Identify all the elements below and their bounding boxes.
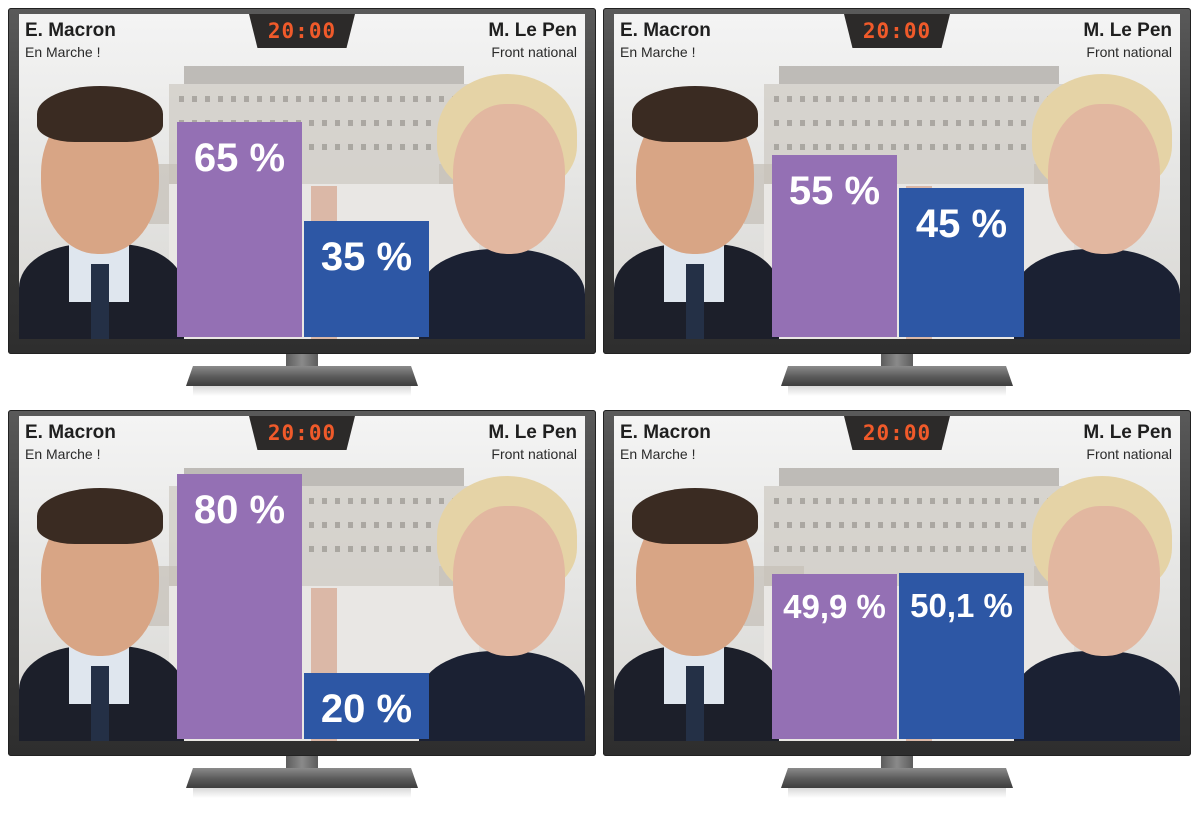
tv-stand-shadow	[788, 386, 1006, 396]
portrait-le-pen	[1014, 466, 1180, 741]
bar-value-label: 49,9 %	[783, 587, 886, 625]
tv-screen: 20:00 E. Macron En Marche ! M. Le Pen Front …	[19, 416, 585, 741]
candidate-party-right: Front national	[491, 446, 577, 462]
macron-hair	[632, 86, 758, 142]
portrait-le-pen	[419, 64, 585, 339]
tv-stand-base	[186, 366, 418, 386]
candidate-name-right: M. Le Pen	[1083, 422, 1172, 443]
bar-value-label: 55 %	[788, 168, 881, 213]
bar-value-label: 20 %	[320, 686, 413, 731]
macron-tie	[91, 666, 109, 741]
portrait-le-pen	[1014, 64, 1180, 339]
macron-hair	[37, 86, 163, 142]
le-pen-coat	[419, 249, 585, 339]
candidate-name-left: E. Macron	[25, 422, 116, 443]
palace-windows-row	[179, 96, 469, 102]
tv-stand-shadow	[193, 386, 411, 396]
bar-macron: 55 %	[772, 154, 897, 337]
macron-hair	[37, 488, 163, 544]
le-pen-face	[1048, 506, 1160, 656]
tv-stand-neck	[286, 756, 318, 770]
bar-value-label: 80 %	[193, 488, 286, 532]
portrait-macron	[19, 466, 184, 741]
bar-le-pen: 20 %	[304, 672, 429, 739]
palace-windows-row	[179, 522, 469, 528]
le-pen-face	[1048, 104, 1160, 254]
tv-set: 20:00 E. Macron En Marche ! M. Le Pen Front …	[8, 8, 596, 408]
le-pen-face	[453, 506, 565, 656]
palace-windows-row	[774, 522, 1064, 528]
clock-banner: 20:00	[249, 14, 355, 48]
tv-stand-neck	[881, 354, 913, 368]
candidate-party-left: En Marche !	[620, 44, 696, 60]
macron-tie	[686, 264, 704, 339]
clock-time: 20:00	[267, 19, 337, 43]
le-pen-face	[453, 104, 565, 254]
tv-screen: 20:00 E. Macron En Marche ! M. Le Pen Front …	[614, 416, 1180, 741]
portrait-macron	[19, 64, 184, 339]
bar-le-pen: 50,1 %	[899, 573, 1024, 739]
candidate-name-left: E. Macron	[620, 20, 711, 41]
clock-time: 20:00	[862, 421, 932, 445]
candidate-name-left: E. Macron	[620, 422, 711, 443]
tv-set: 20:00 E. Macron En Marche ! M. Le Pen Front …	[603, 410, 1191, 810]
candidate-party-right: Front national	[491, 44, 577, 60]
tv-set: 20:00 E. Macron En Marche ! M. Le Pen Front …	[8, 410, 596, 810]
clock-banner: 20:00	[844, 14, 950, 48]
candidate-party-right: Front national	[1086, 446, 1172, 462]
tv-stand-base	[781, 366, 1013, 386]
palace-roof	[779, 468, 1059, 486]
portrait-le-pen	[419, 466, 585, 741]
portrait-macron	[614, 466, 779, 741]
clock-banner: 20:00	[844, 416, 950, 450]
bar-le-pen: 45 %	[899, 187, 1024, 337]
tv-stand-shadow	[193, 788, 411, 798]
candidate-party-left: En Marche !	[25, 446, 101, 462]
palace-roof	[779, 66, 1059, 84]
le-pen-coat	[1014, 651, 1180, 741]
bar-value-label: 35 %	[320, 235, 413, 280]
tv-stand-base	[186, 768, 418, 788]
palace-windows-row	[179, 546, 469, 552]
candidate-name-right: M. Le Pen	[488, 20, 577, 41]
tv-screen: 20:00 E. Macron En Marche ! M. Le Pen Front …	[614, 14, 1180, 339]
candidate-name-right: M. Le Pen	[488, 422, 577, 443]
tv-stand-shadow	[788, 788, 1006, 798]
macron-hair	[632, 488, 758, 544]
tv-set: 20:00 E. Macron En Marche ! M. Le Pen Front …	[603, 8, 1191, 408]
tv-stand-neck	[881, 756, 913, 770]
bar-value-label: 45 %	[915, 201, 1008, 246]
palace-windows-row	[179, 498, 469, 504]
candidate-name-left: E. Macron	[25, 20, 116, 41]
palace-windows-row	[774, 96, 1064, 102]
bar-value-label: 65 %	[193, 135, 286, 180]
palace-windows-row	[774, 498, 1064, 504]
palace-windows-row	[179, 120, 469, 126]
clock-time: 20:00	[862, 19, 932, 43]
tv-stand-neck	[286, 354, 318, 368]
candidate-party-left: En Marche !	[620, 446, 696, 462]
palace-roof	[184, 66, 464, 84]
palace-windows-row	[774, 120, 1064, 126]
macron-tie	[91, 264, 109, 339]
tv-screen: 20:00 E. Macron En Marche ! M. Le Pen Front …	[19, 14, 585, 339]
clock-time: 20:00	[267, 421, 337, 445]
palace-windows-row	[179, 144, 469, 150]
le-pen-coat	[1014, 249, 1180, 339]
bar-value-label: 50,1 %	[910, 587, 1013, 625]
tv-stand-base	[781, 768, 1013, 788]
bar-macron: 49,9 %	[772, 573, 897, 739]
bar-macron: 65 %	[177, 121, 302, 337]
candidate-party-left: En Marche !	[25, 44, 101, 60]
candidate-party-right: Front national	[1086, 44, 1172, 60]
macron-tie	[686, 666, 704, 741]
clock-banner: 20:00	[249, 416, 355, 450]
candidate-name-right: M. Le Pen	[1083, 20, 1172, 41]
palace-windows-row	[774, 144, 1064, 150]
bar-macron: 80 %	[177, 474, 302, 739]
bar-le-pen: 35 %	[304, 221, 429, 337]
le-pen-coat	[419, 651, 585, 741]
portrait-macron	[614, 64, 779, 339]
palace-windows-row	[774, 546, 1064, 552]
